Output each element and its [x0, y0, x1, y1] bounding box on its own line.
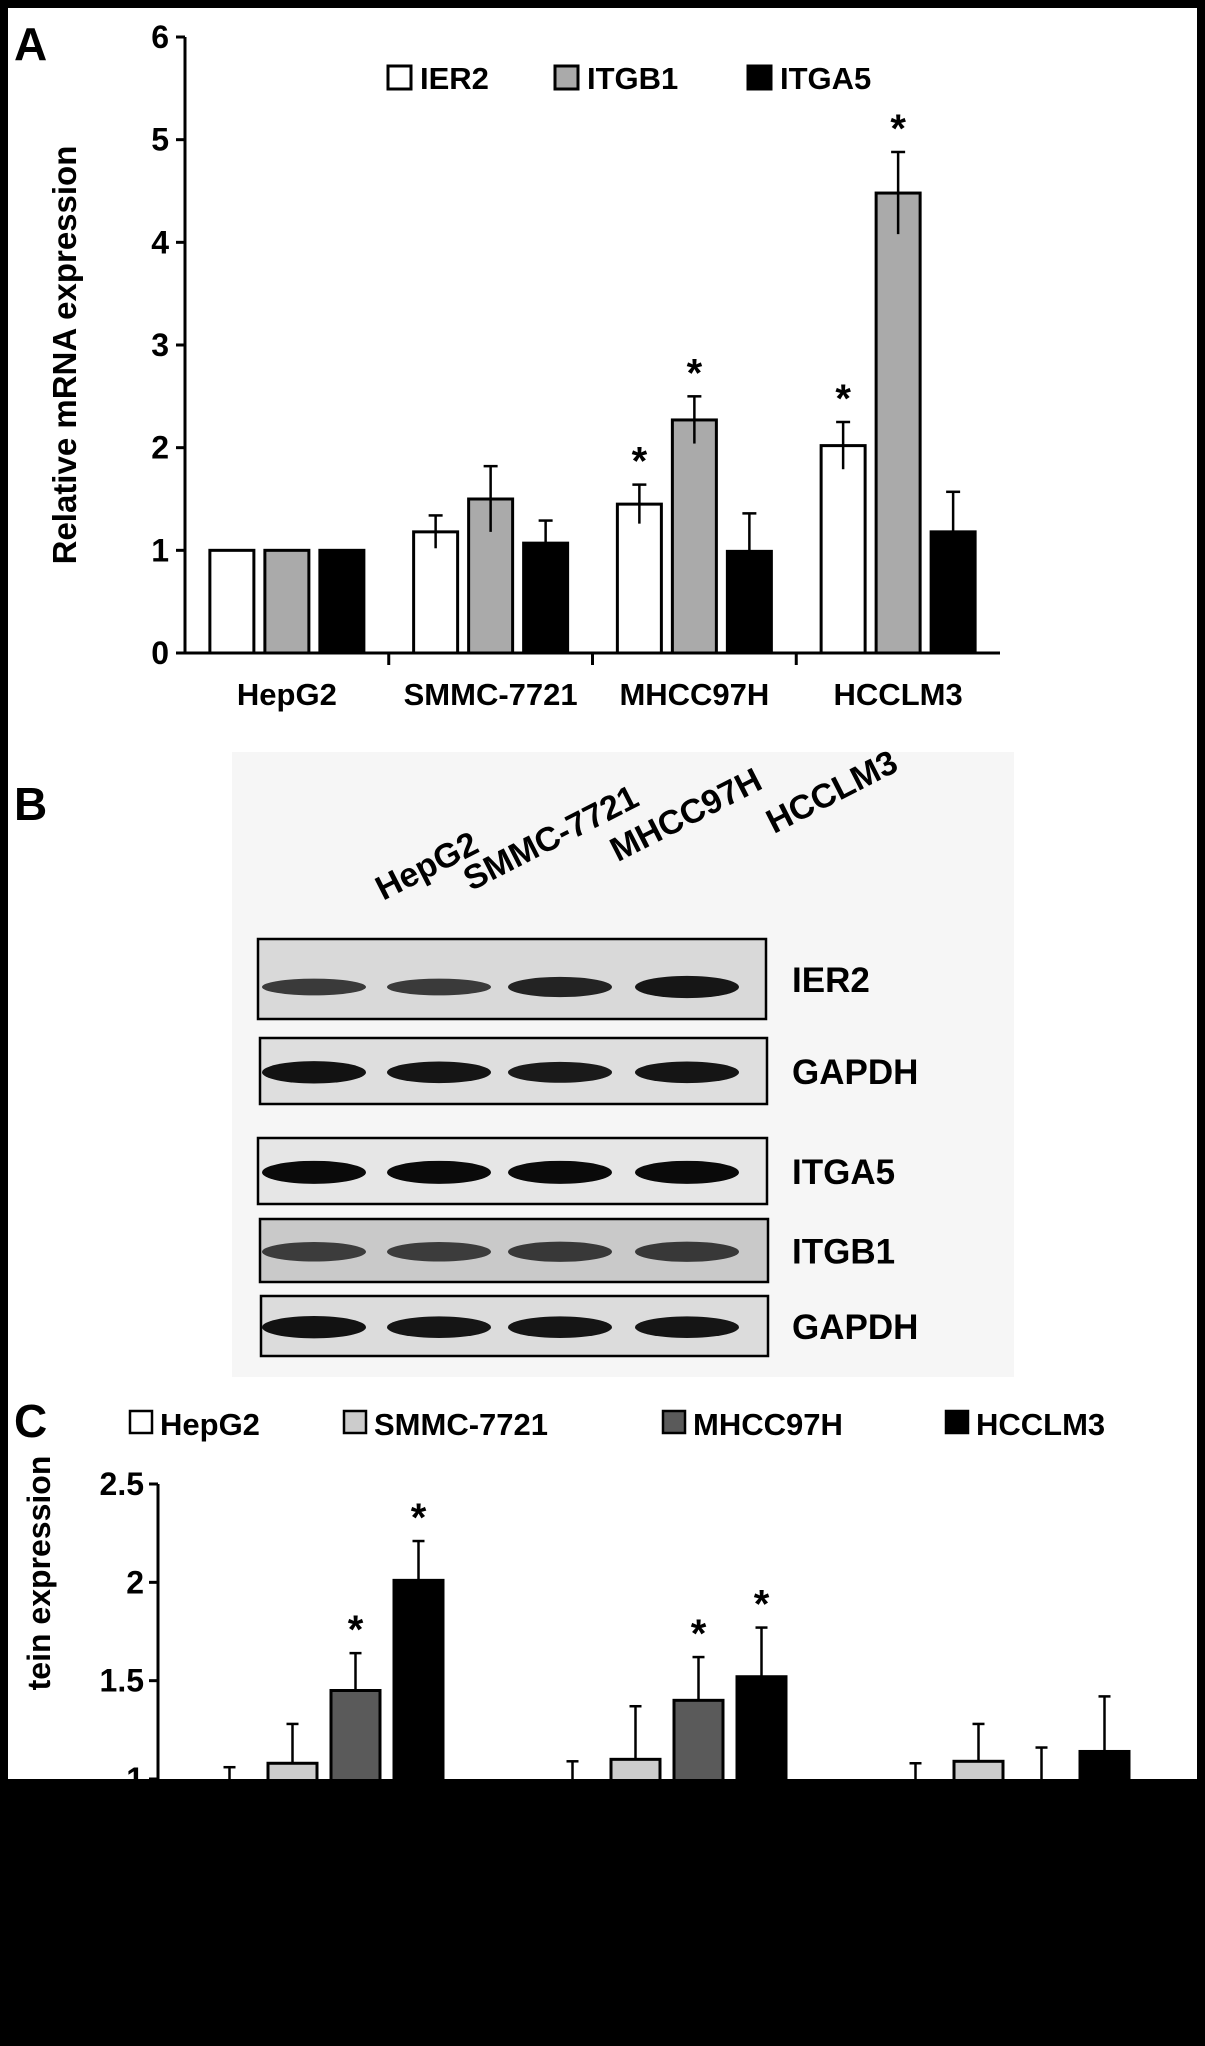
chart-a-y-tick-label: 0 — [151, 635, 169, 671]
chart-c-legend-label: HepG2 — [160, 1407, 260, 1442]
chart-c-legend: HepG2 SMMC-7721 MHCC97H HCCLM3 — [128, 1407, 1105, 1442]
bottom-black-band — [0, 1779, 1205, 2046]
chart-a-y-axis-label: Relative mRNA expression — [46, 146, 83, 565]
western-blot-band — [262, 978, 366, 996]
chart-c-legend-label: HCCLM3 — [976, 1407, 1105, 1442]
panel-label-c: C — [14, 1395, 47, 1447]
chart-a-bar — [318, 548, 366, 655]
western-blot-band — [508, 1160, 612, 1184]
chart-a-bar — [874, 191, 922, 655]
chart-c-legend-swatch — [128, 1409, 154, 1435]
chart-a-bar — [819, 444, 867, 655]
western-blot-row-label: IER2 — [792, 961, 870, 1000]
chart-a-y-tick-label: 1 — [151, 532, 169, 568]
western-blot-band — [262, 1316, 366, 1339]
chart-c-legend-swatch — [342, 1409, 368, 1435]
western-blot-band — [387, 1061, 491, 1084]
western-blot-band — [262, 1061, 366, 1084]
western-blot-row-label: ITGB1 — [792, 1233, 895, 1272]
chart-c: tein expression HepG2 SMMC-7721 MHCC97H HCC… — [21, 1407, 1131, 1797]
chart-a-legend-swatch — [386, 64, 413, 91]
chart-a-category-label: HCCLM3 — [834, 677, 963, 712]
chart-c-bar — [672, 1698, 725, 1791]
chart-a-y-tick-label: 2 — [151, 430, 169, 466]
western-blot-band — [508, 976, 612, 998]
chart-a-bar — [263, 548, 311, 655]
western-blot-band — [635, 1160, 739, 1184]
chart-a-significance-marker: * — [687, 351, 703, 395]
chart-c-y-tick-label: 1.5 — [100, 1663, 144, 1699]
chart-a-legend-swatch — [553, 64, 580, 91]
chart-a-significance-marker: * — [835, 377, 851, 421]
chart-a-y-tick-label: 4 — [151, 224, 169, 260]
chart-a-legend-label: IER2 — [420, 61, 489, 96]
chart-a-bar — [412, 530, 460, 655]
chart-a-category-label: SMMC-7721 — [404, 677, 578, 712]
western-blot-band — [387, 1160, 491, 1184]
western-blot-band — [635, 1241, 739, 1262]
western-blot-band — [262, 1160, 366, 1184]
chart-a-category-label: HepG2 — [237, 677, 337, 712]
chart-a-y-tick-label: 5 — [151, 122, 169, 158]
chart-a-legend-label: ITGB1 — [587, 61, 678, 96]
chart-c-bar — [329, 1689, 382, 1791]
western-blot-band — [508, 1316, 612, 1338]
chart-c-bar — [392, 1578, 445, 1791]
chart-a-legend-label: ITGA5 — [780, 61, 871, 96]
chart-c-bar — [735, 1675, 788, 1791]
chart-c-y-axis-label: tein expression — [21, 1456, 57, 1691]
chart-a-y-tick-label: 3 — [151, 327, 169, 363]
chart-c-y-tick-label: 2 — [126, 1564, 144, 1600]
western-blot-row-label: GAPDH — [792, 1053, 918, 1092]
chart-c-legend-swatch — [661, 1409, 687, 1435]
chart-a-significance-marker: * — [632, 440, 648, 484]
chart-c-legend-swatch — [944, 1409, 970, 1435]
chart-c-y-tick-label: 2.5 — [100, 1466, 144, 1502]
chart-a-legend: IER2 ITGB1 ITGA5 — [386, 61, 871, 96]
western-blot-band — [635, 975, 739, 999]
chart-a-bar — [670, 418, 718, 655]
western-blot-rows: IER2 GAPDH ITGA5 ITGB1 GAPDH — [256, 937, 918, 1358]
chart-c-significance-marker: * — [754, 1583, 770, 1627]
panel-label-b: B — [14, 778, 47, 830]
western-blot-band — [387, 1242, 491, 1262]
chart-a-significance-marker: * — [890, 107, 906, 151]
western-blot-row-label: ITGA5 — [792, 1153, 895, 1192]
western-blot-band — [387, 1316, 491, 1338]
western-blot-row-label: GAPDH — [792, 1308, 918, 1347]
chart-c-legend-label: MHCC97H — [693, 1407, 843, 1442]
chart-a-plot: 0 1 2 3 4 5 6 HepG2 SMMC-7721 MHCC97H HCCLM3 * * * * — [151, 19, 1000, 712]
western-blot-band — [635, 1061, 739, 1084]
chart-a: Relative mRNA expression IER2 ITGB1 ITGA5 … — [46, 19, 1000, 712]
chart-c-significance-marker: * — [411, 1496, 427, 1540]
western-blot-band — [508, 1061, 612, 1083]
chart-c-significance-marker: * — [691, 1612, 707, 1656]
chart-c-plot: 11.522.5**** — [100, 1466, 1131, 1797]
western-blot-band — [387, 978, 491, 996]
chart-a-legend-swatch — [746, 64, 773, 91]
chart-a-y-tick-label: 6 — [151, 19, 169, 55]
chart-c-legend-label: SMMC-7721 — [374, 1407, 548, 1442]
chart-a-bar — [615, 502, 663, 655]
panel-label-a: A — [14, 18, 47, 70]
western-blot-band — [262, 1242, 366, 1262]
western-blot-band — [635, 1316, 739, 1338]
chart-a-bar — [208, 548, 256, 655]
western-blot-band — [508, 1241, 612, 1262]
chart-a-category-label: MHCC97H — [619, 677, 769, 712]
chart-c-significance-marker: * — [348, 1608, 364, 1652]
